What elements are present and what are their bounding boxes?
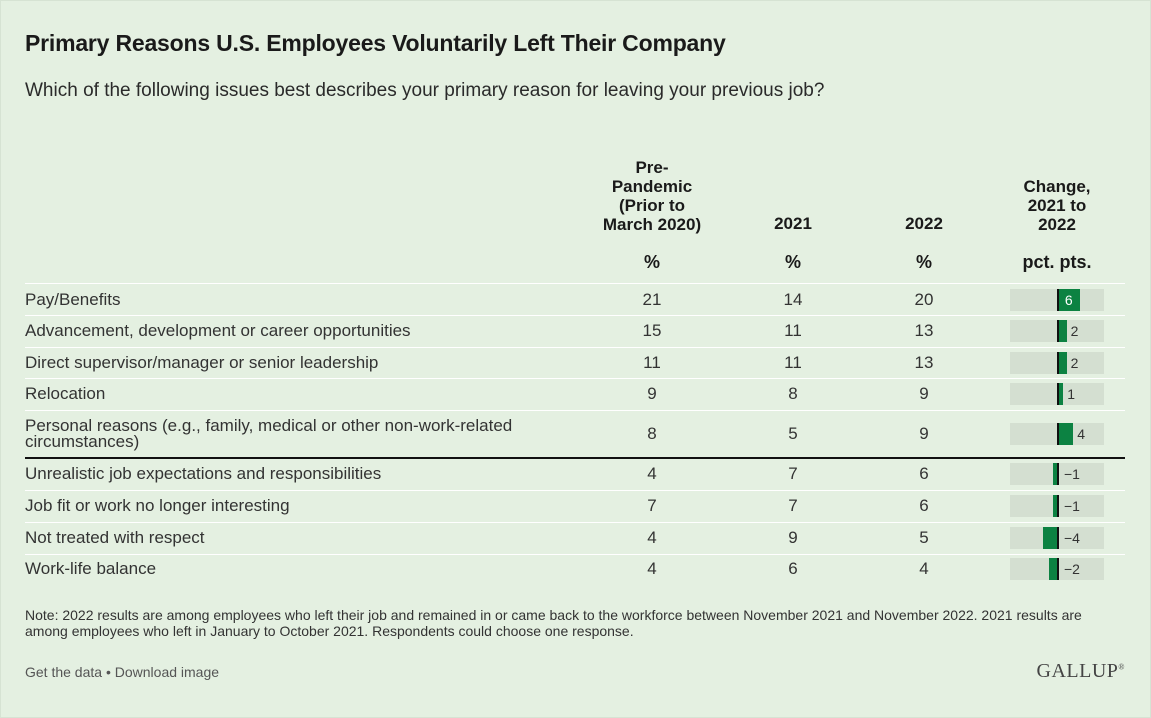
gallup-logo: GALLUP®: [1037, 660, 1125, 683]
zero-axis: [1057, 558, 1059, 580]
row-divider: [25, 554, 1125, 555]
logo-text: GALLUP: [1036, 660, 1119, 682]
cell-pre: 4: [647, 464, 657, 483]
change-label: 2: [1070, 354, 1079, 371]
cell-pre: 8: [647, 424, 657, 443]
change-label: −1: [1064, 498, 1080, 514]
row-divider: [25, 490, 1125, 491]
get-data-link[interactable]: Get the data: [25, 664, 103, 680]
cell-y2022: 13: [914, 321, 934, 340]
row-label: Unrealistic job expectations and respons…: [25, 464, 382, 483]
cell-pre: 9: [647, 384, 657, 403]
change-bar-track: 2: [1010, 351, 1104, 374]
cell-y2022: 9: [919, 384, 929, 403]
group-divider: [25, 457, 1125, 459]
zero-axis: [1057, 527, 1059, 549]
change-bar: [1058, 320, 1067, 342]
col-header-2022: 2022: [905, 214, 943, 233]
unit-pre: %: [643, 252, 660, 272]
cell-y2022: 9: [919, 424, 929, 443]
cell-y2021: 7: [788, 496, 798, 515]
row-label: Job fit or work no longer interesting: [25, 496, 290, 515]
change-label: −4: [1064, 530, 1080, 546]
zero-axis: [1057, 423, 1059, 445]
cell-pre: 15: [642, 321, 662, 340]
cell-pre: 4: [647, 528, 657, 547]
unit-2022: %: [915, 252, 932, 272]
row-label: Direct supervisor/manager or senior lead…: [25, 352, 379, 372]
change-bar: [1058, 383, 1064, 405]
change-bar-track: 1: [1010, 383, 1104, 405]
cell-y2022: 20: [914, 289, 934, 309]
change-label: −2: [1064, 561, 1080, 577]
row-divider: [25, 283, 1125, 284]
change-bar: [1052, 463, 1058, 485]
col-header-change: Change, 2021 to 2022: [1023, 177, 1091, 234]
row-label: Pay/Benefits: [25, 289, 121, 309]
unit-change: pct. pts.: [1022, 252, 1092, 272]
cell-y2021: 8: [788, 384, 798, 403]
change-bar: [1049, 558, 1058, 580]
row-divider: [25, 522, 1125, 523]
cell-pre: 7: [647, 496, 657, 515]
change-bar: [1058, 423, 1074, 445]
change-bar: [1058, 288, 1080, 311]
change-bar-track: −1: [1010, 495, 1104, 517]
cell-y2021: 14: [783, 289, 803, 309]
row-divider: [25, 410, 1125, 411]
cell-y2022: 4: [919, 559, 929, 578]
footer-links: Get the data • Download image: [25, 664, 219, 680]
change-label: 1: [1067, 386, 1076, 402]
cell-y2021: 11: [784, 321, 802, 340]
chart-subtitle: Which of the following issues best descr…: [25, 80, 825, 101]
cell-y2021: 6: [788, 559, 798, 578]
cell-pre: 21: [642, 289, 662, 309]
cell-pre: 4: [647, 559, 657, 578]
footer-separator: •: [102, 664, 115, 680]
row-label: Relocation: [25, 384, 106, 403]
change-bar-track: −2: [1010, 558, 1104, 580]
row-divider: [25, 378, 1125, 379]
change-bar-track: −4: [1010, 527, 1104, 549]
change-bar-track: −1: [1010, 463, 1104, 485]
row-label: Advancement, development or career oppor…: [25, 321, 411, 340]
row-label: Not treated with respect: [25, 528, 205, 547]
download-image-link[interactable]: Download image: [114, 664, 220, 680]
change-bar-track: 6: [1010, 288, 1104, 311]
zero-axis: [1057, 495, 1059, 517]
zero-axis: [1057, 463, 1059, 485]
zero-axis: [1057, 320, 1059, 342]
col-header-2021: 2021: [774, 214, 812, 233]
change-label: 2: [1070, 323, 1079, 339]
unit-2021: %: [784, 252, 801, 272]
cell-y2021: 9: [788, 528, 798, 547]
footnote: Note: 2022 results are among employees w…: [25, 607, 1082, 639]
change-label: 4: [1077, 426, 1085, 442]
col-header-pre-pandemic: Pre- Pandemic (Prior to March 2020): [602, 158, 702, 234]
zero-axis: [1057, 383, 1059, 405]
row-divider: [25, 347, 1125, 348]
trademark-icon: ®: [1118, 662, 1125, 672]
cell-y2021: 5: [788, 424, 798, 443]
change-bar: [1042, 527, 1058, 549]
change-label: −1: [1064, 466, 1080, 482]
cell-y2022: 5: [919, 528, 929, 547]
cell-y2022: 6: [919, 496, 929, 515]
change-bar-track: 4: [1010, 423, 1104, 445]
cell-y2022: 13: [914, 352, 934, 372]
change-label: 6: [1064, 291, 1073, 308]
row-label: Work-life balance: [25, 559, 157, 578]
cell-pre: 11: [643, 352, 661, 372]
row-divider: [25, 315, 1125, 316]
zero-axis: [1057, 288, 1059, 311]
cell-y2021: 11: [784, 352, 802, 372]
zero-axis: [1057, 351, 1059, 374]
change-bar: [1058, 351, 1067, 374]
cell-y2022: 6: [919, 464, 929, 483]
change-bar: [1052, 495, 1058, 517]
change-bar-track: 2: [1010, 320, 1104, 342]
cell-y2021: 7: [788, 464, 798, 483]
row-label: Personal reasons (e.g., family, medical …: [25, 416, 513, 451]
chart-title: Primary Reasons U.S. Employees Voluntari…: [25, 30, 726, 56]
